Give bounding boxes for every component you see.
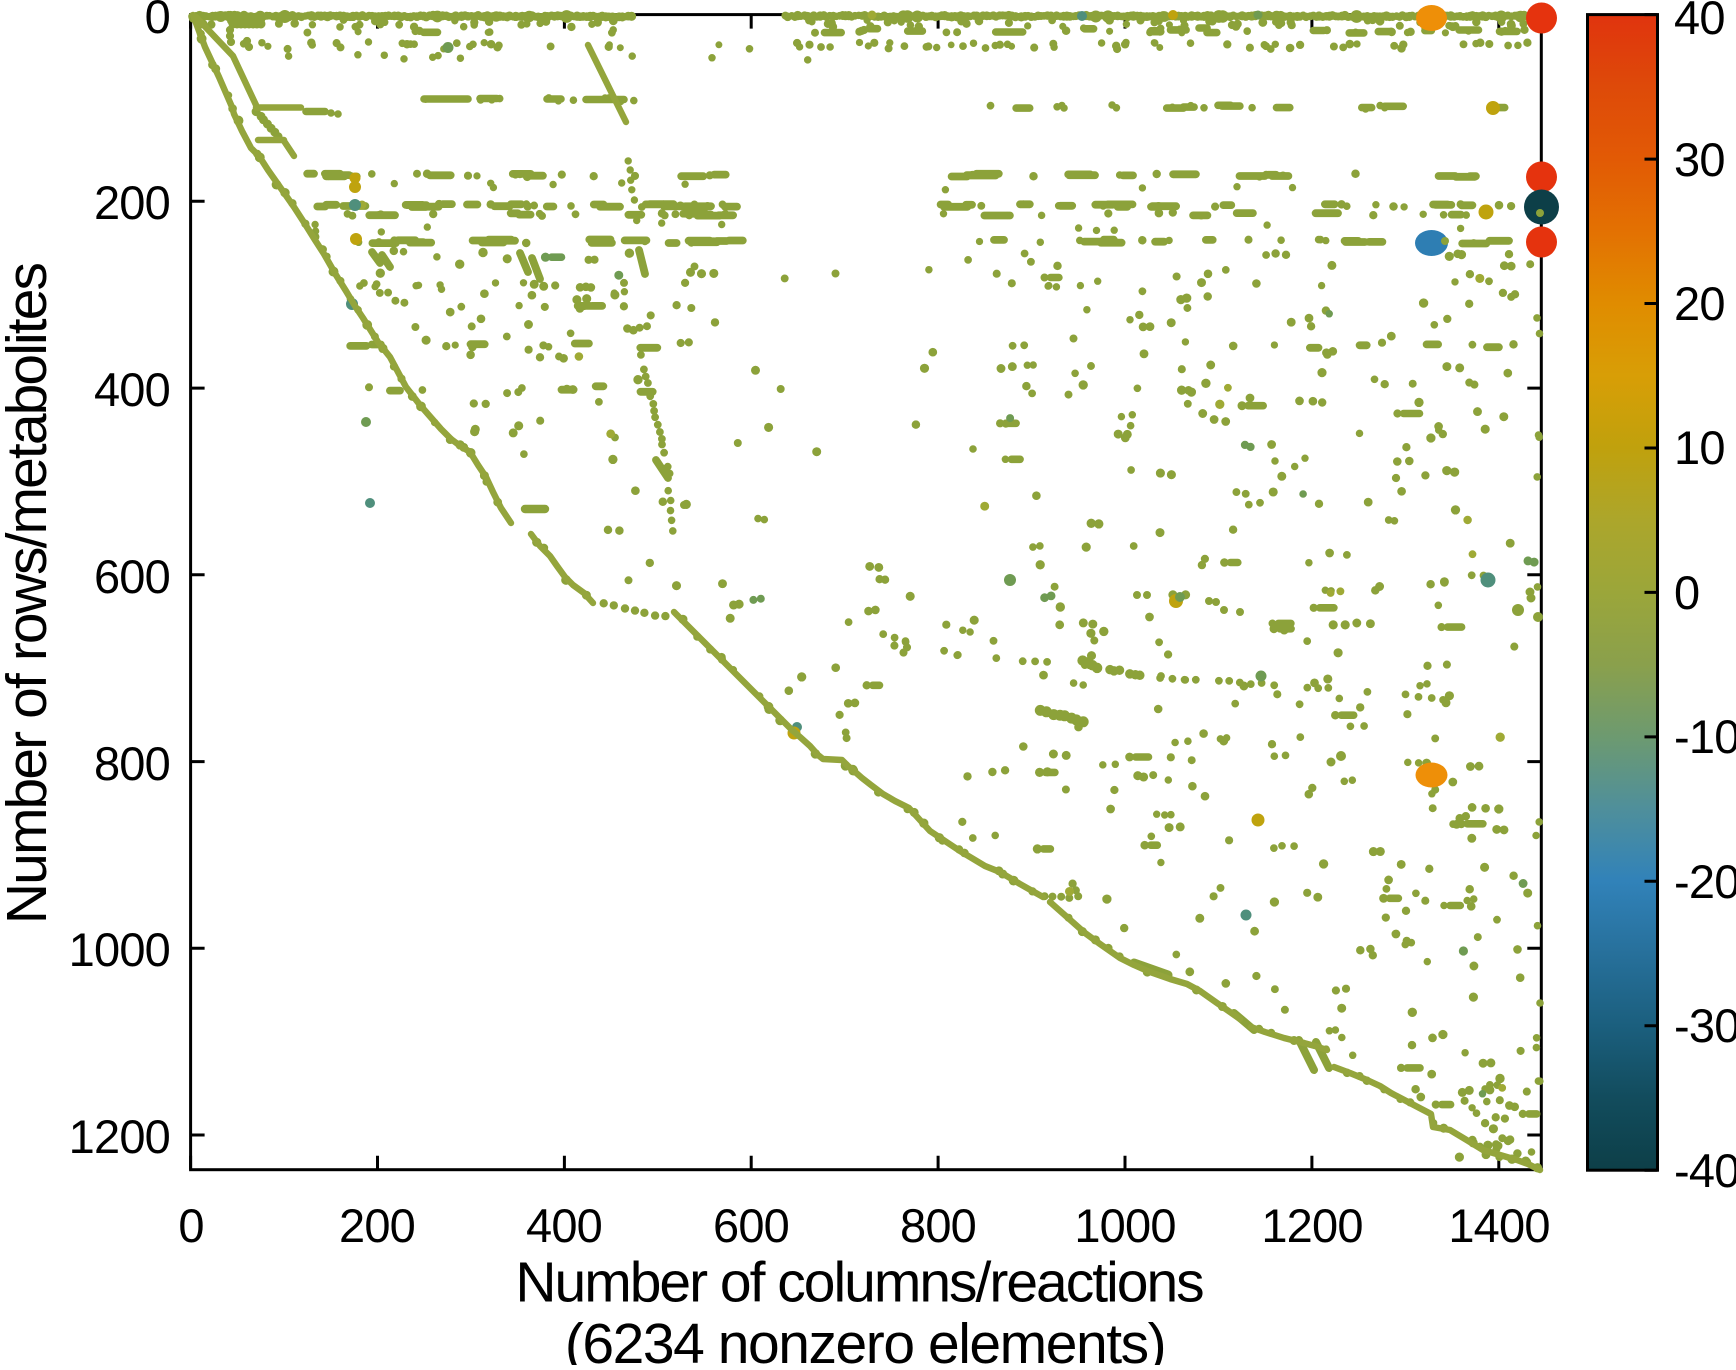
svg-text:-30: -30: [1674, 999, 1736, 1052]
svg-text:Number of columns/reactions: Number of columns/reactions: [515, 1251, 1203, 1315]
svg-text:800: 800: [900, 1199, 976, 1252]
svg-text:600: 600: [94, 550, 170, 603]
svg-text:800: 800: [94, 737, 170, 790]
svg-text:0: 0: [178, 1199, 203, 1252]
svg-text:600: 600: [713, 1199, 789, 1252]
svg-text:400: 400: [94, 363, 170, 416]
svg-text:10: 10: [1674, 421, 1725, 474]
svg-text:30: 30: [1674, 133, 1725, 186]
svg-text:1000: 1000: [69, 923, 170, 976]
svg-text:1400: 1400: [1448, 1199, 1549, 1252]
svg-text:-20: -20: [1674, 855, 1736, 908]
svg-text:200: 200: [94, 176, 170, 229]
svg-text:20: 20: [1674, 277, 1725, 330]
svg-text:-10: -10: [1674, 710, 1736, 763]
svg-text:1200: 1200: [69, 1110, 170, 1163]
svg-text:-40: -40: [1674, 1144, 1736, 1197]
svg-text:40: 40: [1674, 0, 1725, 44]
svg-text:1200: 1200: [1261, 1199, 1362, 1252]
svg-text:(6234 nonzero elements): (6234 nonzero elements): [565, 1312, 1165, 1365]
svg-text:200: 200: [339, 1199, 415, 1252]
svg-text:Number of rows/metabolites: Number of rows/metabolites: [0, 264, 59, 925]
svg-text:0: 0: [1674, 566, 1699, 619]
svg-text:400: 400: [526, 1199, 602, 1252]
svg-text:0: 0: [145, 0, 170, 43]
svg-text:1000: 1000: [1074, 1199, 1175, 1252]
